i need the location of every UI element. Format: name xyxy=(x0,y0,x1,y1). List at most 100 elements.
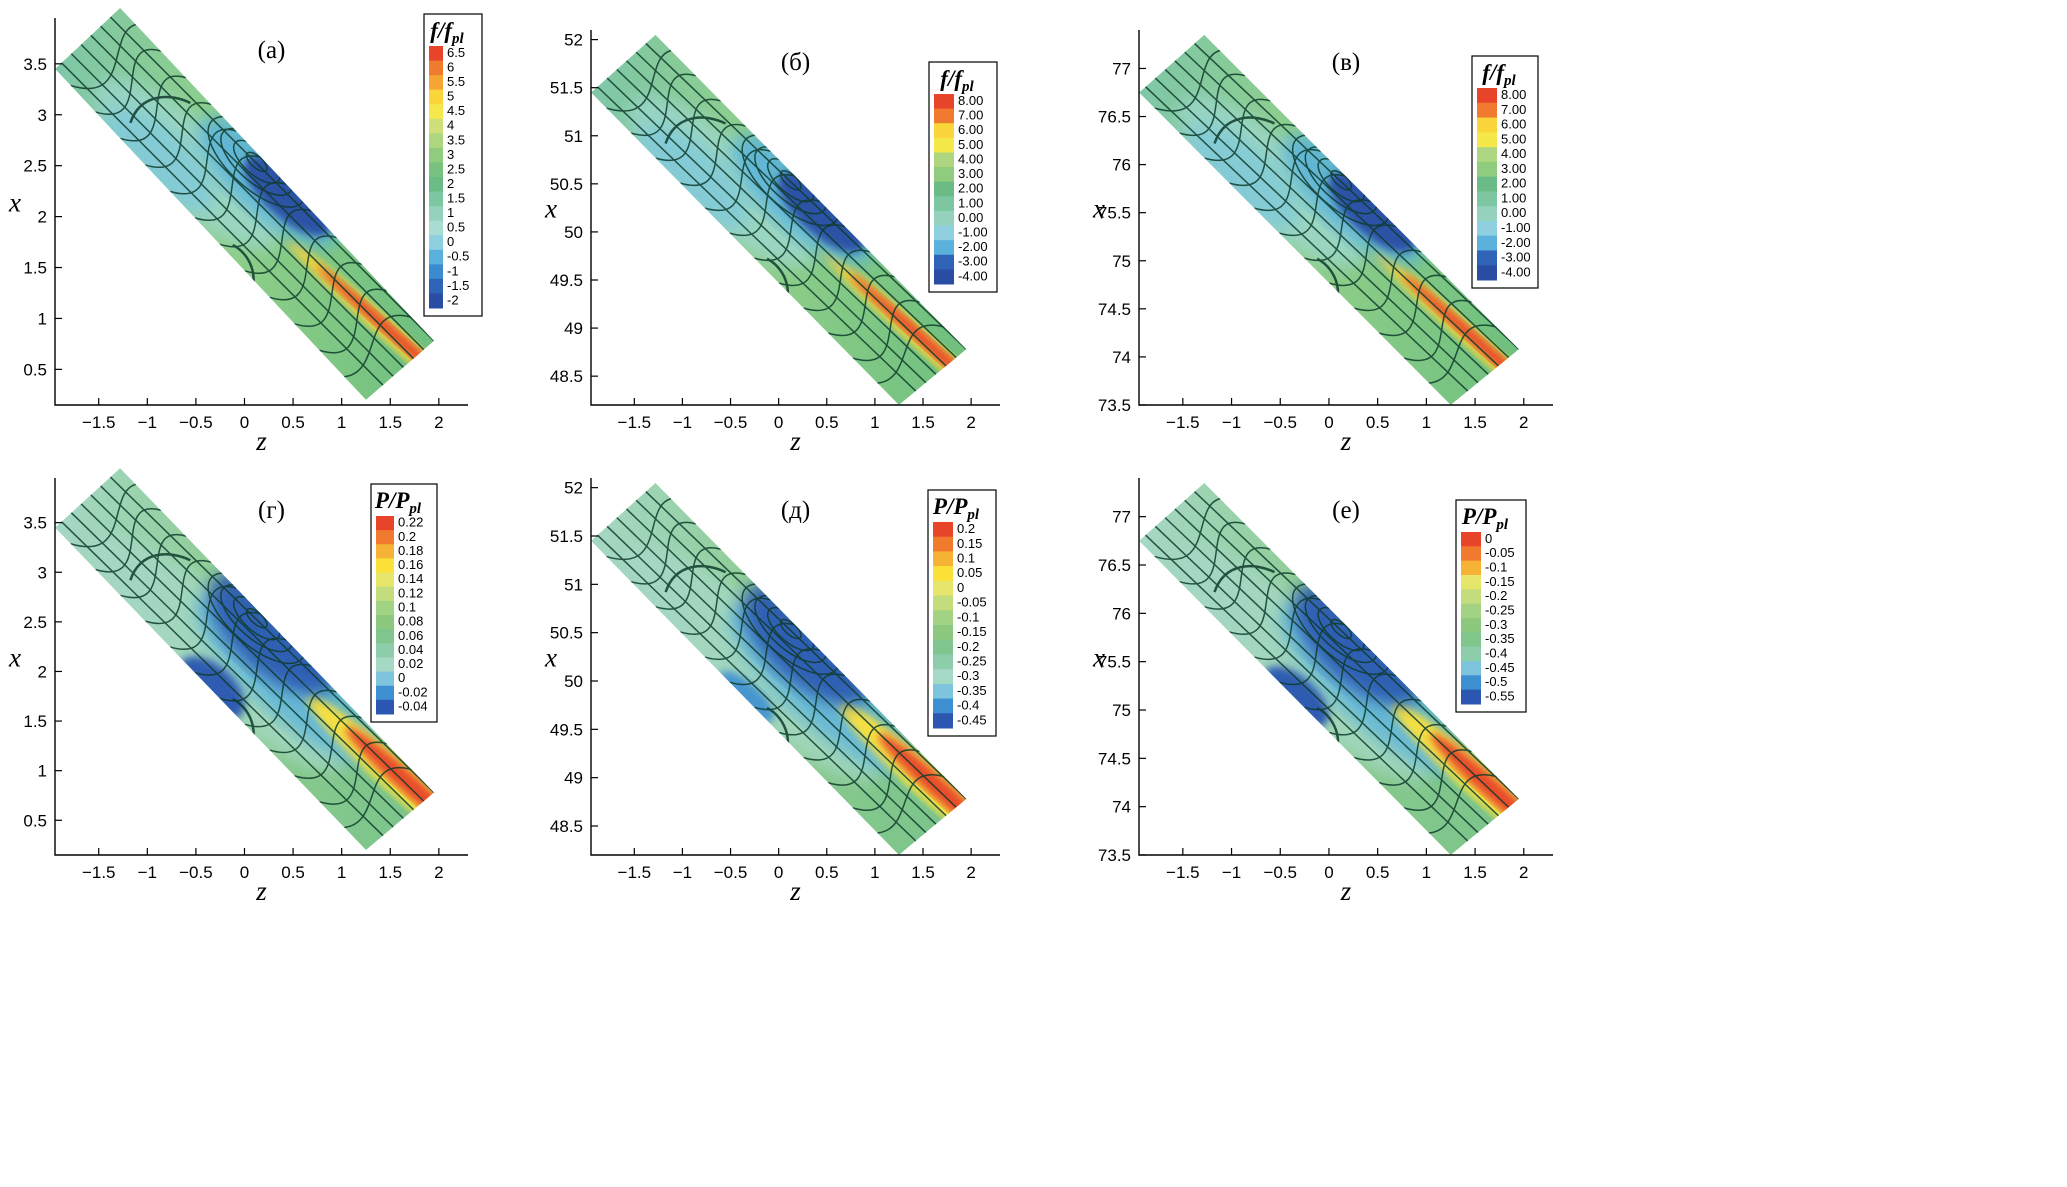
colorbar-tick-label: 2.00 xyxy=(958,181,983,196)
colorbar-tick-label: 0.1 xyxy=(398,599,416,614)
colorbar-title: P/Ppl xyxy=(1461,504,1509,533)
colorbar-tick-label: -1 xyxy=(447,263,459,278)
colorbar-title: f/fpl xyxy=(1482,60,1516,89)
x-tick-label: 1.5 xyxy=(378,863,402,882)
x-tick-label: −1 xyxy=(1222,863,1241,882)
colorbar-swatch xyxy=(429,177,443,193)
colorbar-tick-label: 1.5 xyxy=(447,190,465,205)
colorbar-legend: P/Ppl0.220.20.180.160.140.120.10.080.060… xyxy=(370,483,438,723)
panel-2: −1.5 −1 −0.5 0 0.5 1 1.5 2 48.5 49 49.5 50 50.5 51 51.… xyxy=(544,30,1000,456)
colorbar-tick-label: 0.16 xyxy=(398,557,423,572)
colorbar-tick-label: 3.00 xyxy=(958,166,983,181)
colorbar-swatch xyxy=(376,629,394,644)
colorbar-tick-label: -0.45 xyxy=(1485,660,1515,675)
colorbar-swatch xyxy=(1461,689,1481,705)
colorbar-tick-label: 4.00 xyxy=(1501,146,1526,161)
x-axis-label: z xyxy=(1340,426,1352,456)
colorbar-swatch xyxy=(376,544,394,559)
x-tick-label: −1.5 xyxy=(1166,413,1200,432)
colorbar-swatch xyxy=(933,610,953,626)
colorbar-swatch xyxy=(376,558,394,574)
colorbar-tick-label: 0.14 xyxy=(398,571,423,586)
x-tick-label: −1 xyxy=(1222,413,1241,432)
x-tick-label: 0 xyxy=(774,413,783,432)
x-tick-label: −0.5 xyxy=(179,863,213,882)
colorbar-swatch xyxy=(376,516,394,531)
colorbar-swatch xyxy=(376,530,394,545)
y-tick-label: 75.5 xyxy=(1098,204,1131,223)
colorbar-swatch xyxy=(429,46,443,62)
colorbar-tick-label: 6.00 xyxy=(1501,117,1526,132)
colorbar-legend: f/fpl8.007.006.005.004.003.002.001.000.0… xyxy=(1471,55,1539,289)
colorbar-tick-label: 0.2 xyxy=(398,529,416,544)
panel-3: −1.5 −1 −0.5 0 0.5 1 1.5 2 73.5 74 74.5 75 75.5 76 76.… xyxy=(1092,30,1553,456)
colorbar-swatch xyxy=(1477,88,1497,104)
y-tick-label: 3 xyxy=(38,563,47,582)
panel-1: −1.5 −1 −0.5 0 0.5 1 1.5 20.511.522.533.5zx(а)f… xyxy=(8,7,483,456)
x-tick-label: −0.5 xyxy=(1263,863,1297,882)
colorbar-tick-label: 8.00 xyxy=(1501,87,1526,102)
x-tick-label: −1 xyxy=(138,863,157,882)
colorbar-swatch xyxy=(934,137,954,153)
axes: −1.5 −1 −0.5 0 0.5 1 1.5 20.511.522.533.5zx xyxy=(8,478,468,906)
colorbar-swatch xyxy=(1461,618,1481,633)
colorbar-swatch xyxy=(429,147,443,163)
y-tick-label: 51 xyxy=(564,127,583,146)
y-tick-label: 1.5 xyxy=(23,712,47,731)
contour-field xyxy=(591,482,967,855)
y-tick-label: 1.5 xyxy=(23,259,47,278)
colorbar-swatch xyxy=(933,595,953,611)
x-tick-label: −0.5 xyxy=(714,863,748,882)
colorbar-swatch xyxy=(1477,132,1497,148)
colorbar-tick-label: 5 xyxy=(447,89,454,104)
colorbar-legend: f/fpl8.007.006.005.004.003.002.001.000.0… xyxy=(928,61,998,293)
colorbar-swatch xyxy=(1461,661,1481,676)
colorbar-swatch xyxy=(376,572,394,588)
x-tick-label: 1.5 xyxy=(378,413,402,432)
colorbar-swatch xyxy=(376,600,394,616)
x-axis-label: z xyxy=(255,876,267,906)
axes: −1.5 −1 −0.5 0 0.5 1 1.5 20.511.522.533.5zx xyxy=(8,18,468,456)
colorbar-tick-label: -4.00 xyxy=(1501,264,1531,279)
colorbar-tick-label: 0.02 xyxy=(398,656,423,671)
colorbar-tick-label: 0 xyxy=(1485,531,1492,546)
x-tick-label: 2 xyxy=(434,413,443,432)
colorbar-tick-label: -0.45 xyxy=(957,712,987,727)
colorbar-swatch xyxy=(934,210,954,227)
y-axis-label: x xyxy=(1092,643,1105,673)
colorbar-swatch xyxy=(429,133,443,149)
colorbar-tick-label: 1 xyxy=(447,205,454,220)
colorbar-swatch xyxy=(429,104,443,120)
colorbar-tick-label: 1.00 xyxy=(958,195,983,210)
colorbar-swatch xyxy=(933,536,953,552)
y-tick-label: 74.5 xyxy=(1098,749,1131,768)
colorbar-swatch xyxy=(1461,675,1481,691)
colorbar-swatch xyxy=(933,713,953,729)
y-tick-label: 1 xyxy=(38,309,47,328)
streamlines xyxy=(60,16,434,386)
colorbar-tick-label: -3.00 xyxy=(1501,250,1531,265)
x-axis-label: z xyxy=(789,426,801,456)
x-tick-label: 0 xyxy=(240,413,249,432)
colorbar-swatch xyxy=(429,60,443,76)
panel-4: −1.5 −1 −0.5 0 0.5 1 1.5 2 0.5 1 1.5 2 2.5 3 3.5 z x (г) P… xyxy=(8,468,468,906)
y-tick-label: 51.5 xyxy=(550,79,583,98)
colorbar-swatch xyxy=(1461,603,1481,619)
colorbar-tick-label: 8.00 xyxy=(958,93,983,108)
x-tick-label: 2 xyxy=(966,863,975,882)
colorbar-swatch xyxy=(429,249,443,265)
colorbar-tick-label: -0.3 xyxy=(957,668,979,683)
colorbar-swatch xyxy=(933,683,953,700)
y-axis-label: x xyxy=(8,188,21,218)
colorbar-tick-label: -0.2 xyxy=(1485,588,1507,603)
y-tick-label: 0.5 xyxy=(23,811,47,830)
colorbar-tick-label: 0 xyxy=(447,234,454,249)
contour-field xyxy=(1139,482,1519,855)
axes: −1.5 −1 −0.5 0 0.5 1 1.5 2 48.5 49 49.5 50 50.5 51 51.… xyxy=(544,30,1000,456)
colorbar-swatch xyxy=(1461,589,1481,605)
streamlines xyxy=(1145,42,1519,392)
colorbar-swatch xyxy=(1461,632,1481,648)
x-tick-label: −1.5 xyxy=(82,863,116,882)
x-axis-label: z xyxy=(789,876,801,906)
colorbar-swatch xyxy=(1477,191,1497,207)
